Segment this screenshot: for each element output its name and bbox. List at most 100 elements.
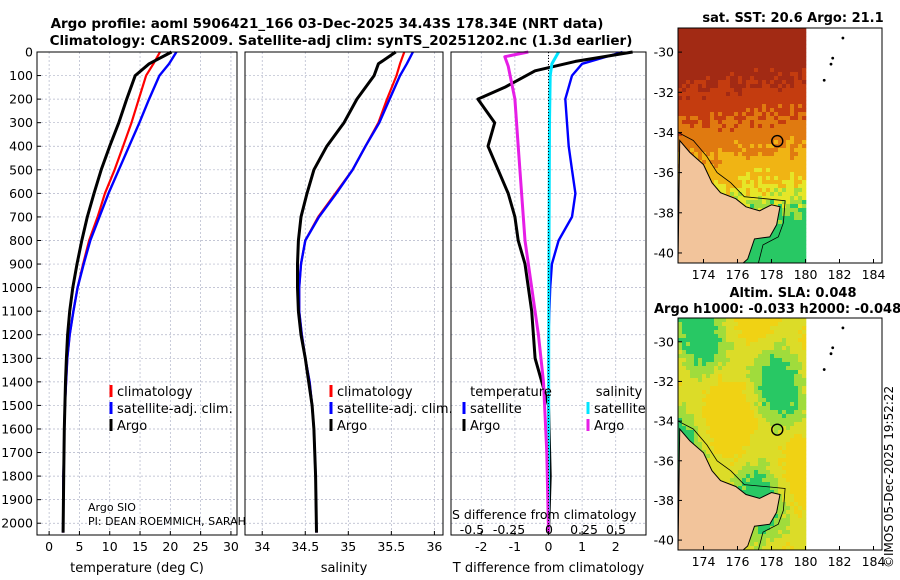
map-cell (682, 378, 687, 383)
map-cell (790, 188, 795, 193)
map-cell (798, 240, 803, 245)
map-cell (718, 470, 723, 475)
map-cell (750, 422, 755, 427)
map-cell (710, 418, 715, 423)
map-cell (706, 378, 711, 383)
map-cell (762, 60, 767, 65)
map-cell (738, 88, 743, 93)
map-cell (702, 128, 707, 133)
map-cell (738, 52, 743, 57)
map-cell (766, 446, 771, 451)
map-cell (714, 128, 719, 133)
map-cell (734, 430, 739, 435)
map-cell (746, 406, 751, 411)
map-cell (682, 402, 687, 407)
map-cell (782, 100, 787, 105)
map-cell (746, 398, 751, 403)
map-cell (770, 236, 775, 241)
map-cell (802, 172, 807, 177)
map-cell (698, 374, 703, 379)
map-cell (718, 28, 723, 33)
map-cell (734, 378, 739, 383)
map-cell (766, 418, 771, 423)
map-cell (802, 538, 807, 543)
map-cell (750, 482, 755, 487)
island-marker (829, 62, 833, 66)
map-cell (702, 64, 707, 69)
map-cell (778, 542, 783, 547)
map-cell (754, 346, 759, 351)
map-cell (702, 334, 707, 339)
map-cell (786, 326, 791, 331)
map-cell (734, 410, 739, 415)
map-cell (734, 342, 739, 347)
map-cell (782, 232, 787, 237)
map-cell (778, 458, 783, 463)
temperature-panel: 0 5 10 15 20 25 300100200300400500600700800900… (1, 45, 239, 577)
map-cell (754, 482, 759, 487)
map-cell (786, 232, 791, 237)
map-cell (694, 100, 699, 105)
map-cell (726, 366, 731, 371)
map-cell (742, 96, 747, 101)
map-cell (802, 534, 807, 539)
map-cell (690, 354, 695, 359)
map-cell (794, 128, 799, 133)
isobath-line (678, 420, 786, 550)
map-cell (766, 176, 771, 181)
map-cell (790, 350, 795, 355)
map-cell (738, 112, 743, 117)
map-cell (678, 366, 683, 371)
map-cell (682, 100, 687, 105)
map-cell (746, 390, 751, 395)
map-cell (742, 92, 747, 97)
map-cell (762, 342, 767, 347)
island-marker (831, 346, 835, 350)
map-cell (686, 338, 691, 343)
map-cell (718, 454, 723, 459)
map-cell (766, 140, 771, 145)
map-cell (730, 462, 735, 467)
map-cell (698, 152, 703, 157)
map-cell (750, 382, 755, 387)
map-cell (710, 64, 715, 69)
map-cell (702, 370, 707, 375)
map-cell (798, 204, 803, 209)
map-cell (766, 68, 771, 73)
map-cell (746, 104, 751, 109)
map-cell (702, 394, 707, 399)
map-cell (710, 374, 715, 379)
map-cell (726, 184, 731, 189)
map-cell (710, 430, 715, 435)
x-axis-label: T difference from climatology (452, 561, 645, 576)
map-cell (798, 534, 803, 539)
map-cell (686, 422, 691, 427)
argo-position-marker (771, 423, 784, 436)
salinity-tick-label: 0 (545, 522, 553, 537)
map-cell (738, 342, 743, 347)
map-cell (782, 434, 787, 439)
map-cell (750, 438, 755, 443)
map-cell (766, 362, 771, 367)
map-cell (774, 438, 779, 443)
map-cell (690, 112, 695, 117)
map-cell (766, 104, 771, 109)
map-cell (774, 128, 779, 133)
map-cell (770, 338, 775, 343)
map-cell (718, 418, 723, 423)
map-cell (742, 28, 747, 33)
map-cell (750, 402, 755, 407)
map-cell (702, 402, 707, 407)
map-cell (798, 510, 803, 515)
map-cell (710, 28, 715, 33)
map-cell (786, 88, 791, 93)
map-cell (786, 338, 791, 343)
map-cell (726, 318, 731, 323)
map-cell (782, 338, 787, 343)
map-cell (686, 342, 691, 347)
map-cell (730, 28, 735, 33)
map-cell (770, 418, 775, 423)
map-cell (786, 108, 791, 113)
map-cell (682, 430, 687, 435)
map-cell (718, 410, 723, 415)
